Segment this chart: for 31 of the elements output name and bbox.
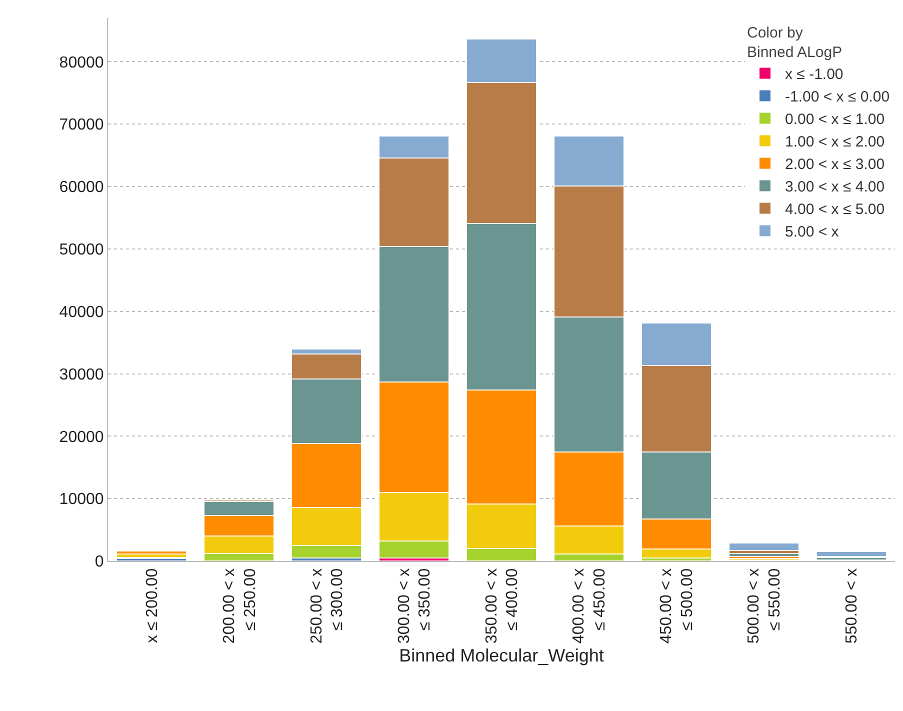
x-tick-label: 500.00 < x ≤ 550.00 — [746, 568, 784, 644]
y-tick-label: 80000 — [59, 54, 104, 72]
y-tick-label: 60000 — [59, 179, 104, 196]
legend-label: 1.00 < x ≤ 2.00 — [785, 134, 885, 151]
y-tick-label: 30000 — [59, 366, 104, 384]
legend-label: 5.00 < x — [785, 224, 840, 241]
legend-title: Color by Binned ALogP — [747, 24, 842, 61]
y-tick-label: 50000 — [59, 242, 104, 259]
bar — [116, 550, 188, 555]
legend-label: 3.00 < x ≤ 4.00 — [785, 178, 885, 196]
x-tick-label: 350.00 < x ≤ 400.00 — [483, 568, 522, 644]
legend-label: 2.00 < x ≤ 3.00 — [785, 156, 885, 174]
x-tick-label: 250.00 < x ≤ 300.00 — [308, 568, 346, 644]
y-tick-label: 20000 — [59, 428, 104, 446]
legend-label: 4.00 < x ≤ 5.00 — [785, 201, 885, 218]
bar — [728, 542, 800, 551]
y-tick-label: 10000 — [59, 491, 104, 508]
x-tick-label: 200.00 < x ≤ 250.00 — [220, 568, 259, 644]
legend-label: 0.00 < x ≤ 1.00 — [785, 111, 885, 128]
legend-label: x ≤ -1.00 — [785, 66, 844, 84]
x-tick-label: 450.00 < x ≤ 500.00 — [658, 568, 696, 644]
x-tick-label: x ≤ 200.00 — [144, 568, 161, 644]
y-tick-label: 70000 — [59, 116, 104, 134]
legend-label: -1.00 < x ≤ 0.00 — [785, 88, 890, 106]
x-tick-label: 400.00 < x ≤ 450.00 — [570, 568, 609, 644]
y-tick-label: 40000 — [59, 304, 104, 321]
x-tick-label: 550.00 < x — [843, 568, 860, 644]
bar — [816, 551, 887, 558]
x-axis-title: Binned Molecular_Weight — [399, 646, 604, 666]
y-tick-label: 0 — [94, 554, 104, 571]
x-tick-label: 300.00 < x ≤ 350.00 — [396, 568, 434, 644]
